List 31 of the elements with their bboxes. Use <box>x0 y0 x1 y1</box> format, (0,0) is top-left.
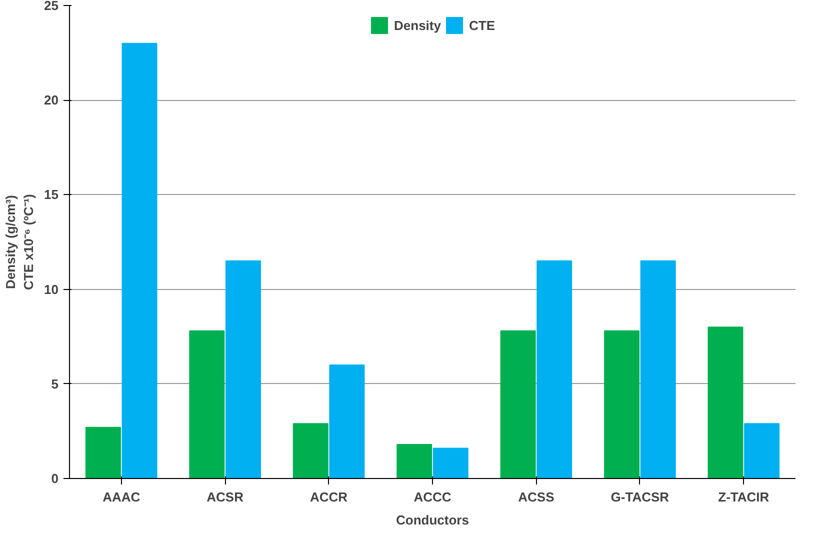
bar <box>500 330 536 478</box>
legend-label: CTE <box>468 18 495 32</box>
bar <box>122 42 158 478</box>
x-tick-label: ACCR <box>310 490 348 504</box>
bar <box>292 423 328 478</box>
bar <box>536 260 572 478</box>
bar <box>708 326 744 478</box>
y-tick-label: 15 <box>44 187 59 202</box>
bar <box>329 364 365 478</box>
y-tick-label: 5 <box>51 376 59 392</box>
bar <box>744 423 780 478</box>
bar <box>396 444 432 478</box>
y-tick-label: 20 <box>44 92 59 108</box>
x-tick-label: ACCC <box>414 490 452 504</box>
bar <box>189 330 225 478</box>
x-tick-label: AAAC <box>102 490 141 504</box>
x-tick-label: G-TACSR <box>610 490 670 504</box>
x-tick-label: Z-TACIR <box>718 490 770 504</box>
bar <box>225 260 261 478</box>
y-tick-label: 10 <box>44 282 59 297</box>
x-axis-title: Conductors <box>396 512 469 528</box>
y-axis-title: Density (g/cm³) CTE x10⁻⁶ (ºC⁻¹) <box>3 194 36 290</box>
bar <box>432 448 468 478</box>
bar <box>85 426 121 478</box>
bar <box>640 260 676 478</box>
x-tick-label: ACSS <box>518 490 555 504</box>
y-tick-label: 25 <box>44 0 59 13</box>
bar <box>604 330 640 478</box>
x-tick-label: ACSR <box>206 490 244 504</box>
legend-label: Density <box>394 18 441 32</box>
y-tick-label: 0 <box>51 471 59 486</box>
